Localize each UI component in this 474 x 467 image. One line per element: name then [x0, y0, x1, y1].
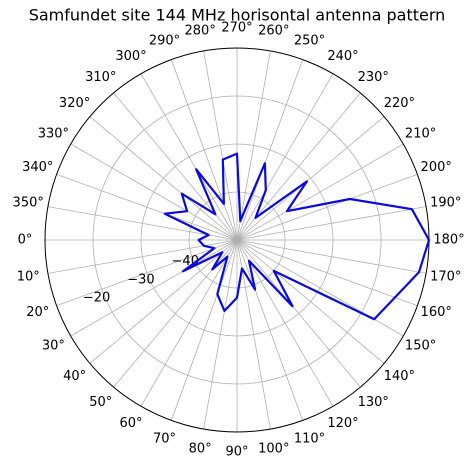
theta-tick-label: 230°: [358, 70, 389, 85]
pattern-line: [163, 152, 431, 321]
theta-tick-label: 60°: [119, 416, 142, 431]
theta-tick-label: 100°: [258, 441, 289, 456]
grid-spoke: [89, 116, 238, 241]
theta-tick-label: 110°: [294, 432, 325, 447]
grid-spoke: [89, 239, 238, 364]
grid-spoke: [170, 59, 238, 241]
theta-tick-label: 210°: [405, 127, 436, 142]
theta-tick-label: 170°: [430, 269, 461, 284]
grid-spoke: [113, 92, 238, 241]
grid-spoke: [203, 50, 238, 241]
theta-tick-label: 150°: [405, 339, 436, 354]
theta-tick-label: 290°: [149, 33, 180, 48]
theta-tick-label: 240°: [327, 49, 358, 64]
theta-tick-label: 70°: [153, 432, 176, 447]
theta-tick-label: 340°: [22, 160, 53, 175]
r-tick-label: −30: [127, 272, 154, 287]
grid-spoke: [140, 73, 238, 241]
theta-tick-label: 300°: [115, 49, 146, 64]
theta-tick-label: 10°: [17, 269, 40, 284]
r-tick-label: −20: [83, 291, 110, 306]
grid-spoke: [56, 173, 238, 241]
grid-spoke: [236, 239, 334, 407]
grid-spoke: [236, 239, 361, 388]
grid-spoke: [236, 206, 427, 241]
theta-tick-label: 20°: [26, 305, 49, 320]
theta-tick-label: 40°: [63, 369, 86, 384]
grid-spoke: [170, 239, 238, 421]
grid-spoke: [236, 173, 418, 241]
grid-spoke: [236, 239, 385, 364]
grid-spoke: [236, 59, 304, 241]
theta-tick-label: 270°: [221, 21, 252, 36]
theta-tick-label: 350°: [13, 196, 44, 211]
theta-tick-label: 90°: [225, 445, 248, 460]
theta-tick-label: 30°: [42, 339, 65, 354]
grid-spoke: [140, 239, 238, 407]
theta-tick-label: 160°: [421, 305, 452, 320]
grid-spoke: [236, 239, 418, 307]
grid-spoke: [236, 239, 304, 421]
theta-tick-label: 80°: [189, 441, 212, 456]
theta-tick-label: 250°: [294, 33, 325, 48]
theta-tick-label: 330°: [38, 127, 69, 142]
grid-spoke: [236, 239, 427, 274]
grid-spoke: [236, 239, 404, 337]
theta-tick-label: 120°: [327, 416, 358, 431]
grid-spoke: [203, 239, 238, 430]
grid-spoke: [236, 73, 334, 241]
grid-spoke: [236, 50, 271, 241]
grid-spoke: [70, 239, 238, 337]
grid-spoke: [56, 239, 238, 307]
grid-spoke: [236, 143, 404, 241]
theta-tick-label: 320°: [59, 96, 90, 111]
theta-tick-label: 280°: [185, 24, 216, 39]
theta-tick-label: 180°: [433, 233, 464, 248]
theta-tick-label: 260°: [258, 24, 289, 39]
grid-spoke: [236, 116, 385, 241]
theta-tick-label: 190°: [430, 196, 461, 211]
theta-tick-label: 0°: [18, 233, 33, 248]
theta-tick-label: 140°: [384, 369, 415, 384]
theta-tick-label: 200°: [421, 160, 452, 175]
theta-tick-label: 130°: [358, 395, 389, 410]
theta-tick-label: 50°: [89, 395, 112, 410]
theta-tick-label: 220°: [384, 96, 415, 111]
chart-title: Samfundet site 144 MHz horisontal antenn…: [29, 6, 446, 25]
theta-tick-label: 310°: [85, 70, 116, 85]
grid-spoke: [70, 143, 238, 241]
